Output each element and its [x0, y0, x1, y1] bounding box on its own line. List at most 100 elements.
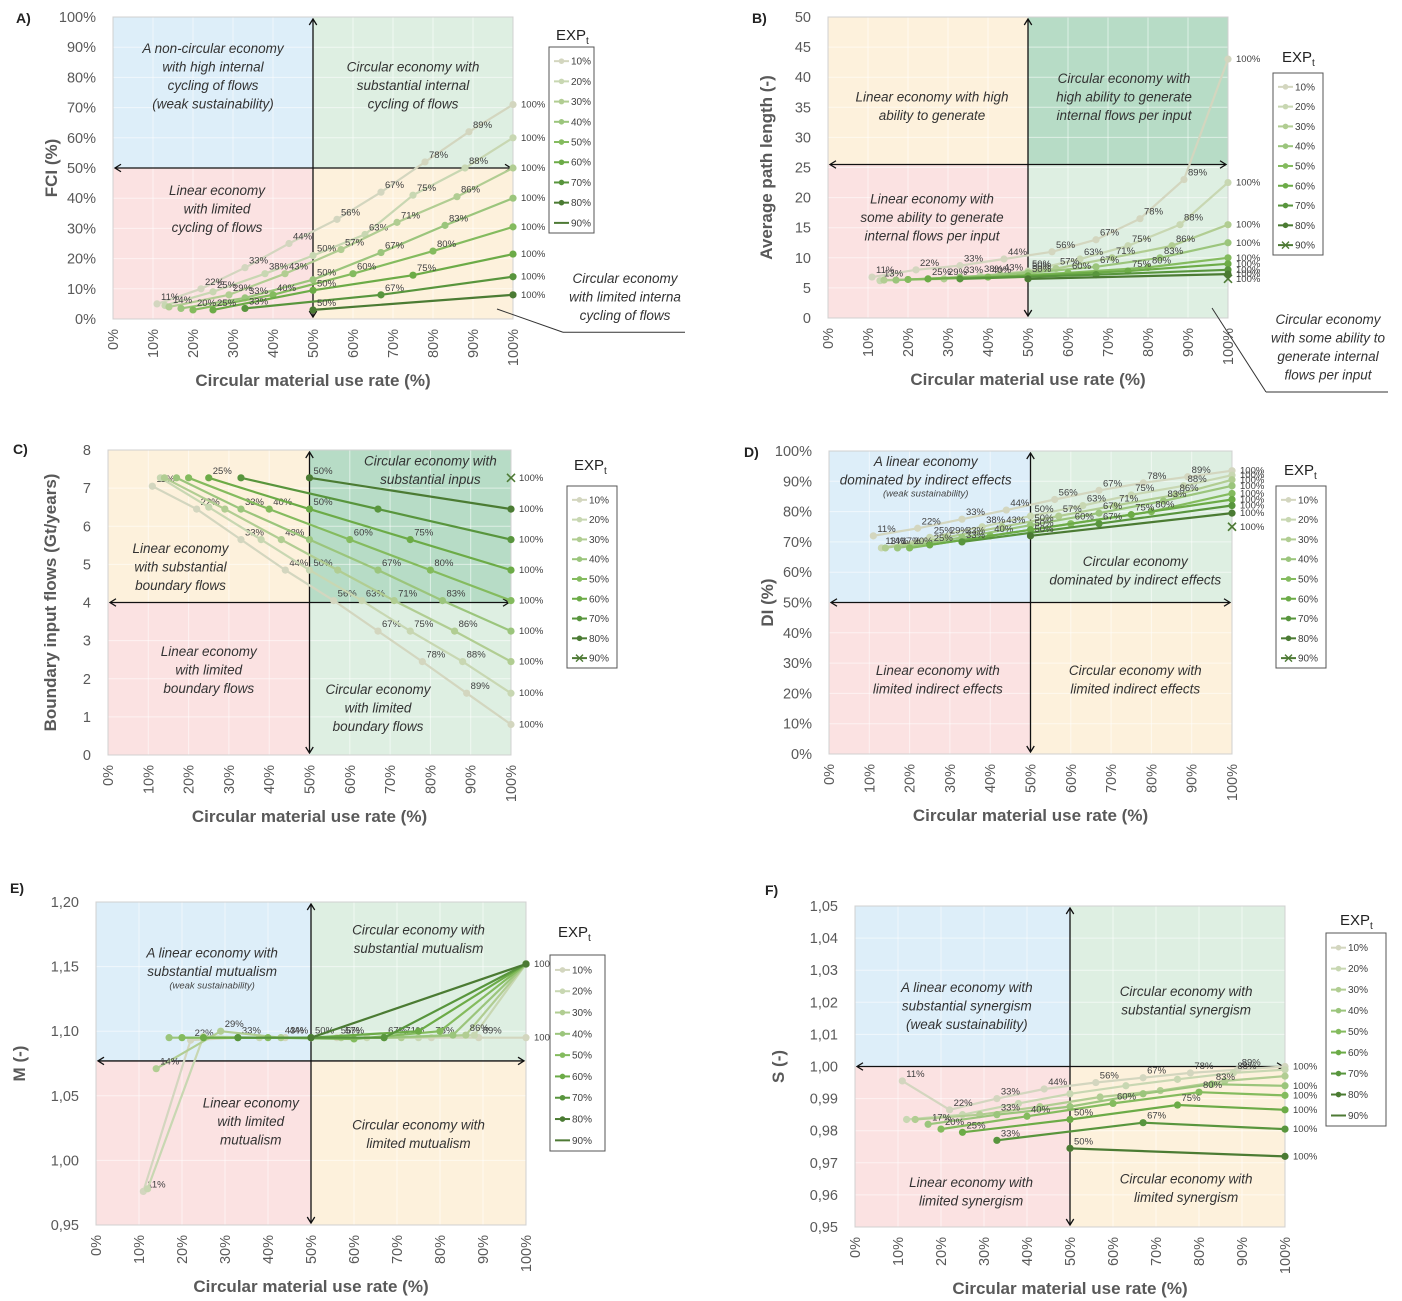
point-label: 100%	[1240, 470, 1265, 481]
quadrant-top-left	[828, 17, 1028, 165]
legend-marker	[1335, 1049, 1342, 1056]
legend-item: 70%	[572, 1093, 592, 1104]
x-tick-label: 10%	[891, 1237, 907, 1266]
point-label: 63%	[1084, 247, 1104, 258]
data-point	[914, 524, 922, 532]
x-tick-label: 70%	[1104, 764, 1120, 793]
legend-item: 40%	[571, 117, 591, 128]
x-tick-label: 80%	[423, 765, 439, 794]
legend-marker	[576, 576, 583, 582]
region-label: with high internal	[162, 60, 264, 75]
legend-item: 10%	[589, 495, 609, 506]
data-point	[257, 535, 265, 544]
point-label: 20%	[914, 536, 934, 547]
data-point	[197, 285, 205, 293]
data-point	[393, 218, 401, 226]
y-tick-label: 70%	[67, 101, 96, 117]
legend-marker	[559, 1116, 566, 1122]
point-label: 100%	[1240, 494, 1265, 505]
point-label: 100%	[519, 626, 544, 637]
legend-marker	[1285, 516, 1292, 523]
data-point	[459, 657, 467, 666]
point-label: 25%	[934, 525, 954, 536]
point-label: 100%	[1240, 522, 1265, 533]
data-point	[1076, 255, 1084, 263]
region-label: boundary flows	[135, 578, 226, 593]
chart-panel-c: Circular economy with substantial inpus Li…	[13, 441, 618, 826]
y-axis-title: Average path length (-)	[757, 75, 776, 260]
point-label: 44%	[289, 1026, 309, 1037]
point-label: 78%	[1147, 471, 1167, 482]
y-tick-label: 1,05	[810, 899, 838, 915]
point-label: 100%	[1236, 220, 1261, 231]
region-note: (weak sustainability)	[883, 488, 969, 499]
point-label: 50%	[1035, 513, 1055, 524]
legend-item: 30%	[1298, 535, 1318, 546]
region-label: limited indirect effects	[873, 682, 1003, 697]
y-axis-title: S (-)	[769, 1050, 788, 1083]
legend-item: 70%	[589, 614, 609, 625]
quadrant-top-left	[855, 906, 1070, 1067]
point-label: 100%	[519, 596, 544, 607]
point-label: 67%	[1147, 1066, 1167, 1077]
legend-item: 60%	[1298, 594, 1318, 605]
data-point	[1180, 482, 1188, 490]
y-tick-label: 2	[83, 672, 91, 688]
point-label: 14%	[889, 536, 909, 547]
data-point	[1224, 55, 1232, 63]
point-label: 17%	[932, 1112, 952, 1123]
point-label: 29%	[225, 1019, 245, 1030]
legend-item: 50%	[1298, 574, 1318, 585]
legend-item: 20%	[571, 77, 591, 88]
legend-marker	[558, 179, 565, 186]
data-point	[305, 505, 314, 513]
legend-item: 90%	[589, 654, 609, 665]
legend-title: EXPt	[1284, 462, 1317, 482]
region-label: limited synergism	[919, 1193, 1023, 1208]
data-point	[409, 191, 417, 199]
data-point	[507, 596, 515, 605]
y-tick-label: 10%	[783, 717, 812, 733]
data-point	[956, 262, 964, 270]
region-label: Linear economy	[133, 541, 230, 556]
y-tick-label: 60%	[783, 565, 812, 581]
y-tick-label: 80%	[783, 505, 812, 521]
region-label: with limited	[345, 701, 412, 716]
data-point	[1228, 509, 1236, 517]
data-point	[199, 1034, 208, 1042]
data-point	[1228, 501, 1236, 510]
point-label: 67%	[1103, 501, 1123, 512]
point-label: 75%	[417, 263, 437, 274]
data-point	[507, 720, 515, 729]
arrow-head-down	[1065, 1218, 1075, 1227]
data-point	[903, 1115, 911, 1124]
x-tick-label: 70%	[386, 329, 402, 358]
legend-marker	[1335, 965, 1342, 972]
y-tick-label: 0	[803, 311, 811, 327]
data-point	[1139, 479, 1147, 487]
arrow-head-down	[1023, 309, 1033, 318]
arrow-head-left	[113, 163, 122, 173]
x-tick-label: 60%	[1106, 1237, 1122, 1266]
data-point	[912, 266, 920, 274]
data-point	[185, 474, 193, 482]
x-tick-label: 40%	[983, 764, 999, 793]
data-point	[350, 1035, 358, 1043]
data-point	[462, 1031, 470, 1039]
arrow-head-right	[517, 1056, 526, 1066]
point-label: 75%	[414, 619, 434, 630]
x-tick-label: 50%	[1021, 328, 1037, 357]
data-point	[237, 505, 245, 513]
point-label: 33%	[245, 528, 265, 539]
point-label: 56%	[341, 1026, 361, 1037]
region-label: A linear economy with	[900, 980, 1033, 995]
y-tick-label: 40%	[67, 191, 96, 207]
point-label: 22%	[920, 258, 940, 269]
plot-frame	[95, 901, 527, 1226]
data-point	[522, 1034, 530, 1042]
legend-item: 90%	[571, 218, 591, 229]
panel-label: E)	[10, 880, 24, 896]
series-line	[962, 1103, 1286, 1134]
data-point	[1026, 512, 1035, 520]
region-label: A linear economy with	[145, 946, 278, 961]
